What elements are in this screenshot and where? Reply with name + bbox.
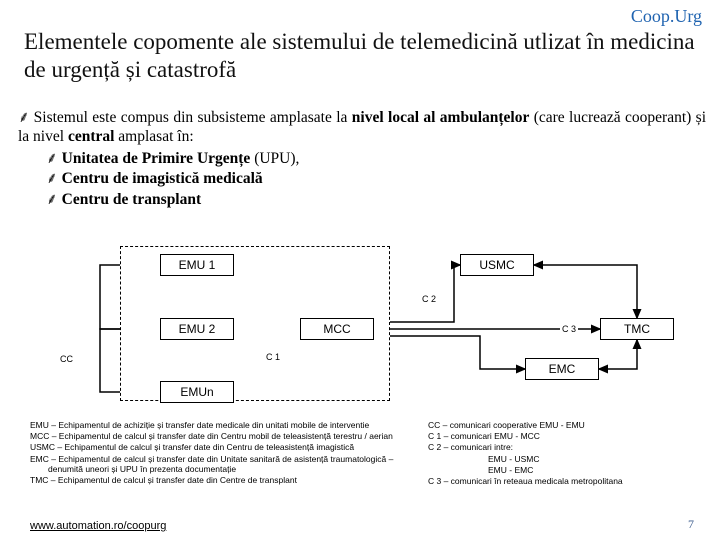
page-number: 7 bbox=[688, 517, 694, 532]
edge-label: C 3 bbox=[560, 324, 578, 334]
diagram: EMU 1 EMU 2 EMUn MCC USMC TMCEMC CC C 1 C 2 C 3 bbox=[40, 246, 680, 416]
edge-label: C 2 bbox=[420, 294, 438, 304]
sub3: Centru de transplant bbox=[62, 191, 202, 208]
node-mcc: MCC bbox=[300, 318, 374, 340]
sub1: Unitatea de Primire Urgențe (UPU), bbox=[62, 150, 300, 167]
def-item: EMC – Echipamentul de calcul și transfer… bbox=[30, 454, 400, 474]
node-emu1: EMU 1 bbox=[160, 254, 234, 276]
edge-label: C 1 bbox=[264, 352, 282, 362]
node-emun: EMUn bbox=[160, 381, 234, 403]
def-item: MCC – Echipamentul de calcul și transfer… bbox=[30, 431, 400, 441]
node-emu2: EMU 2 bbox=[160, 318, 234, 340]
header-label: Coop.Urg bbox=[631, 6, 702, 27]
node-usmc: USMC bbox=[460, 254, 534, 276]
node-tmc: TMC bbox=[600, 318, 674, 340]
body-text: ⸙Sistemul este compus din subsisteme amp… bbox=[18, 108, 706, 210]
bullet-icon: ⸙ bbox=[46, 169, 58, 188]
sub2: Centru de imagistică medicală bbox=[62, 170, 263, 187]
defs-left: EMU – Echipamentul de achiziție și trans… bbox=[30, 420, 400, 487]
page-title: Elementele copomente ale sistemului de t… bbox=[24, 28, 702, 83]
def-item: USMC – Echipamentul de calcul și transfe… bbox=[30, 442, 400, 452]
bullet-icon: ⸙ bbox=[46, 190, 58, 209]
bullet-icon: ⸙ bbox=[18, 108, 30, 127]
definitions: EMU – Echipamentul de achiziție și trans… bbox=[30, 420, 702, 487]
edge-label: CC bbox=[58, 354, 75, 364]
def-item: EMU – Echipamentul de achiziție și trans… bbox=[30, 420, 400, 430]
def-item: TMC – Echipamentul de calcul și transfer… bbox=[30, 475, 400, 485]
node-emc: EMC bbox=[525, 358, 599, 380]
body-main: Sistemul este compus din subsisteme ampl… bbox=[18, 109, 706, 145]
footer-url: www.automation.ro/coopurg bbox=[30, 520, 166, 532]
bullet-icon: ⸙ bbox=[46, 149, 58, 168]
defs-right: CC – comunicari cooperative EMU - EMU C … bbox=[428, 420, 702, 487]
